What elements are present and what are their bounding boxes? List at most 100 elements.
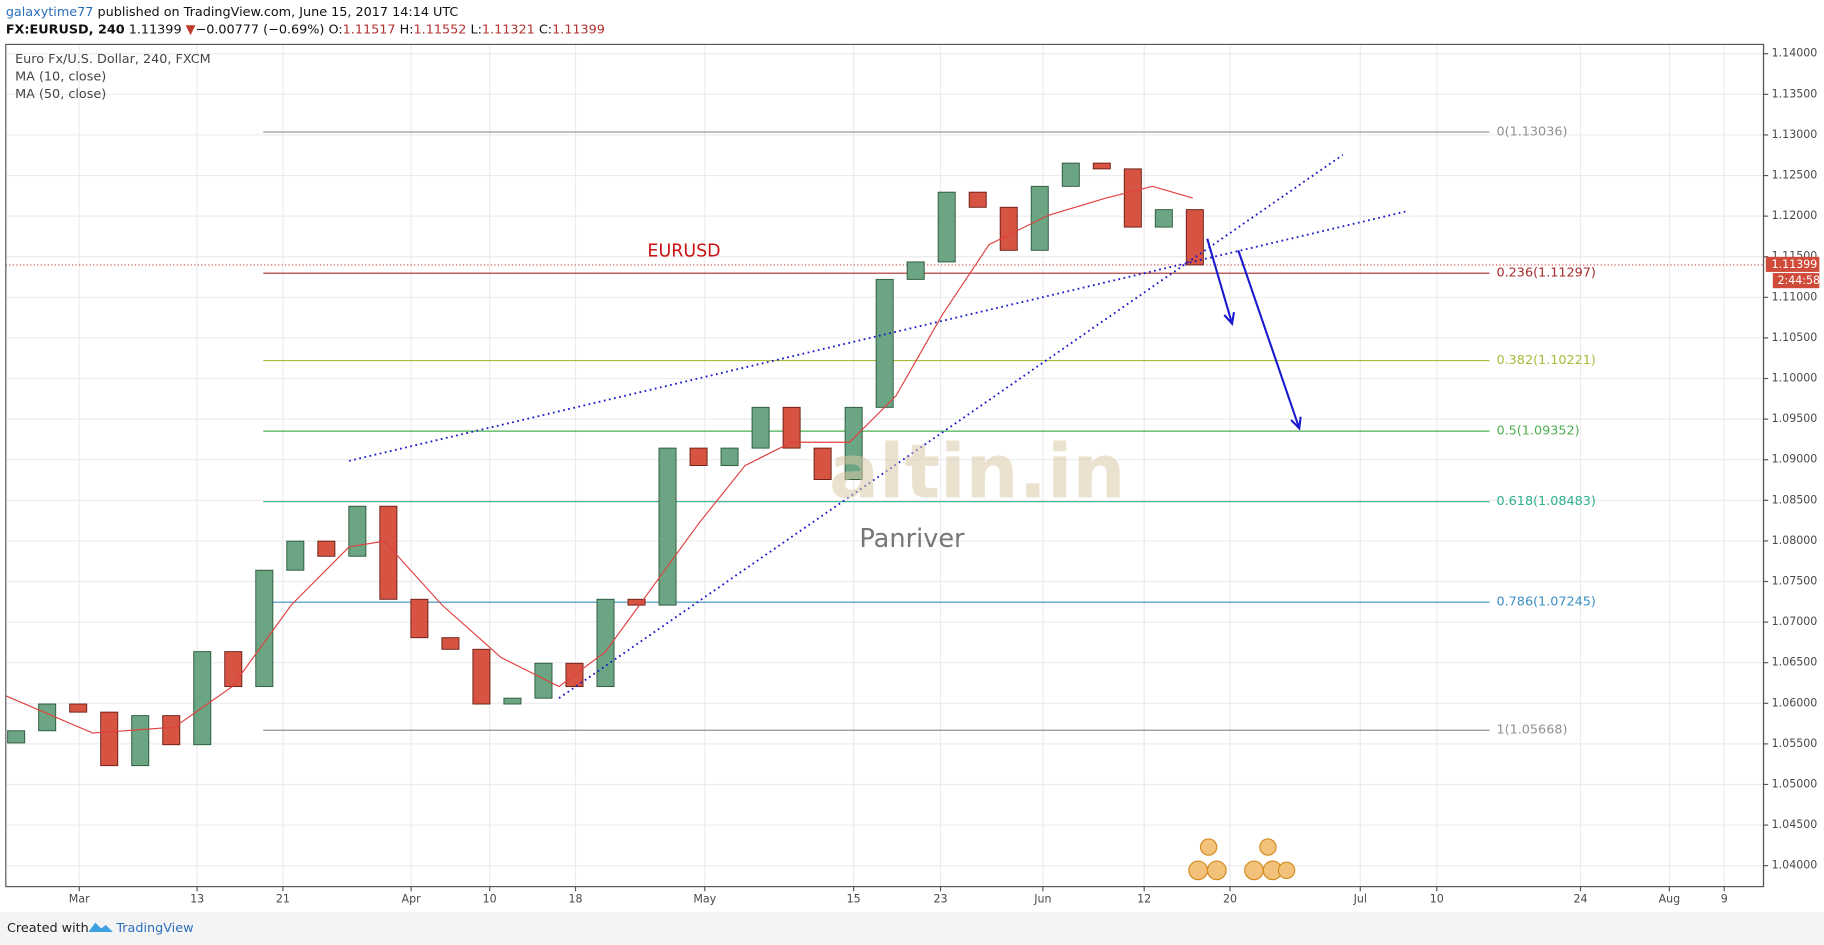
candle-body: [348, 505, 367, 557]
countdown: 2:44:58: [1777, 274, 1820, 287]
x-tick-label: 10: [1430, 892, 1444, 905]
fib-label: 1(1.05668): [1496, 723, 1567, 738]
candle-body: [472, 648, 491, 705]
y-tick-label: 1.13500: [1772, 87, 1818, 100]
x-tick-label: Jun: [1033, 892, 1051, 905]
fib-label: 0.382(1.10221): [1496, 353, 1595, 368]
ma50-line: [5, 185, 1193, 734]
x-tick-label: Aug: [1659, 892, 1681, 905]
footer-created: Created with: [7, 921, 89, 936]
change: −0.00777 (−0.69%): [196, 22, 325, 37]
fib-label: 0(1.13036): [1496, 125, 1567, 140]
x-tick-label: 9: [1721, 892, 1728, 905]
l-label: L:: [470, 22, 481, 37]
published: published on TradingView.com, June 15, 2…: [98, 4, 459, 19]
candle-body: [100, 711, 119, 767]
y-tick-label: 1.08500: [1772, 493, 1818, 506]
watermark: altin.in: [829, 429, 1126, 516]
candle-body: [379, 505, 398, 600]
plot-area: 0(1.13036) 0.236(1.11297) 0.382(1.10221) 0.…: [5, 44, 1764, 887]
x-tick-label: 12: [1137, 892, 1151, 905]
candle-body: [596, 598, 615, 688]
y-tick-label: 1.04500: [1772, 818, 1818, 831]
o-label: O:: [329, 22, 343, 37]
candle-body: [69, 703, 88, 713]
event-icon: [1199, 838, 1218, 856]
candle-body: [317, 540, 336, 557]
y-tick-label: 1.08000: [1772, 534, 1818, 547]
y-tick-label: 1.09000: [1772, 453, 1818, 466]
candle-body: [38, 703, 57, 732]
event-icons: [1188, 838, 1296, 881]
y-tick-label: 1.12500: [1772, 169, 1818, 182]
last-price-box: [1765, 256, 1820, 272]
x-tick-label: 13: [190, 892, 204, 905]
y-tick-label: 1.12000: [1772, 209, 1818, 222]
author[interactable]: galaxytime77: [6, 4, 94, 19]
o-value: 1.11517: [343, 22, 396, 37]
event-icon: [1277, 861, 1296, 880]
x-tick-label: 21: [276, 892, 290, 905]
candle-body: [255, 569, 274, 688]
candle-body: [627, 598, 646, 606]
y-tick-label: 1.11000: [1772, 290, 1818, 303]
candle-body: [286, 540, 305, 571]
y-tick-label: 1.05000: [1772, 777, 1818, 790]
y-tick-label: 1.06000: [1772, 696, 1818, 709]
arrow-head: [1290, 416, 1302, 431]
last: 1.11399: [129, 22, 182, 37]
x-tick-label: May: [693, 892, 716, 905]
candle-body: [534, 662, 553, 699]
candle-body: [720, 447, 739, 467]
candle-body: [1061, 162, 1080, 187]
y-tick-label: 1.06500: [1772, 656, 1818, 669]
arrow: [1206, 238, 1234, 324]
arrow: ▼: [186, 22, 196, 37]
watermark-author: Panriver: [859, 524, 965, 554]
x-tick-label: Mar: [69, 892, 90, 905]
y-tick-label: 1.09500: [1772, 412, 1818, 425]
symbol: FX:EURUSD, 240: [6, 22, 125, 37]
h-value: 1.11552: [414, 22, 467, 37]
candle-body: [441, 637, 460, 650]
annotation: EURUSD: [647, 241, 720, 261]
candle-body: [162, 715, 181, 746]
x-tick-label: 24: [1573, 892, 1587, 905]
fib-label: 0.236(1.11297): [1496, 266, 1595, 281]
footer-brand[interactable]: TradingView: [115, 921, 193, 936]
y-tick-label: 1.13000: [1772, 128, 1818, 141]
y-tick-label: 1.14000: [1772, 47, 1818, 60]
candle-body: [999, 206, 1018, 251]
candle-body: [1123, 168, 1142, 228]
event-icon: [1259, 838, 1277, 856]
y-tick-label: 1.04000: [1772, 859, 1818, 872]
candle-body: [751, 406, 770, 449]
candle-body: [131, 715, 150, 767]
fib-label: 0.618(1.08483): [1496, 494, 1595, 509]
indicator: MA (50, close): [15, 87, 106, 102]
trendline: [348, 209, 1410, 462]
y-tick-label: 1.07000: [1772, 615, 1818, 628]
y-tick-label: 1.10500: [1772, 331, 1818, 344]
h-label: H:: [400, 22, 414, 37]
candle-body: [503, 697, 522, 705]
l-value: 1.11321: [482, 22, 535, 37]
x-tick-label: 20: [1223, 892, 1237, 905]
candle-body: [410, 598, 429, 639]
candle-body: [224, 651, 243, 688]
footer-bar: [0, 912, 1824, 945]
arrow-head: [1223, 311, 1236, 326]
x-tick-label: Apr: [402, 892, 422, 905]
indicator: MA (10, close): [15, 69, 106, 84]
chart-title: Euro Fx/U.S. Dollar, 240, FXCM: [15, 52, 211, 67]
candle-body: [7, 730, 26, 744]
candle-body: [813, 447, 832, 480]
candle-body: [658, 447, 677, 606]
header: galaxytime77 published on TradingView.co…: [6, 4, 459, 19]
x-tick-label: 15: [847, 892, 861, 905]
trendline: [558, 154, 1344, 699]
symbol-line: FX:EURUSD, 240 1.11399 ▼−0.00777 (−0.69%…: [6, 22, 605, 37]
